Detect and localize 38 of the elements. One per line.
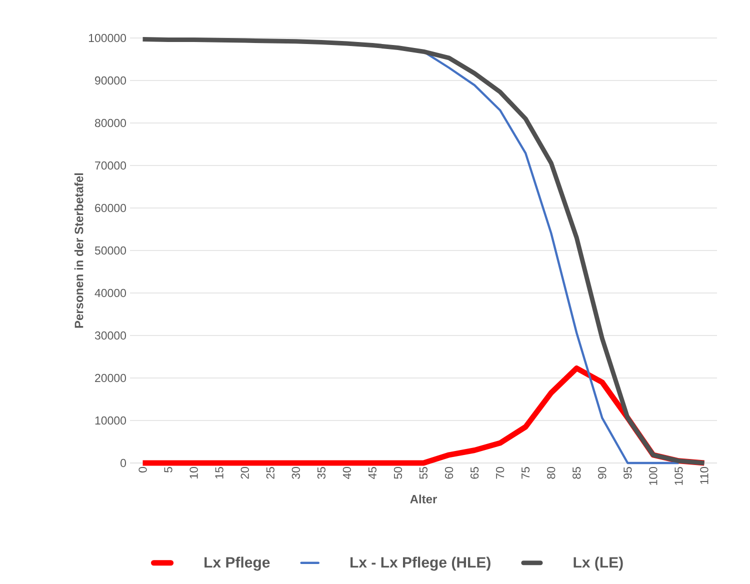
x-tick-label: 100 — [649, 466, 658, 485]
x-tick-label: 10 — [190, 466, 198, 478]
x-tick-label: 105 — [674, 467, 683, 485]
y-tick-label: 70000 — [95, 161, 126, 170]
x-tick-label: 75 — [522, 467, 530, 479]
legend-label: Lx Pflege — [204, 556, 270, 571]
x-tick-label: 20 — [240, 466, 249, 479]
y-tick-label: 50000 — [94, 246, 126, 255]
y-axis-title: Personen in der Sterbetafel — [74, 173, 84, 328]
x-tick-label: 40 — [342, 466, 352, 480]
x-tick-label: 95 — [624, 467, 632, 479]
x-tick-label: 50 — [394, 466, 402, 479]
y-tick-label: 30000 — [94, 331, 126, 340]
x-tick-label: 110 — [700, 466, 708, 484]
x-tick-label: 30 — [292, 466, 300, 479]
x-tick-label: 55 — [420, 467, 428, 479]
y-tick-label: 10000 — [95, 416, 126, 425]
y-tick-label: 20000 — [95, 374, 126, 382]
x-tick-label: 60 — [444, 466, 454, 479]
x-tick-label: 85 — [572, 467, 581, 479]
y-tick-label: 80000 — [94, 118, 126, 128]
y-tick-label: 60000 — [95, 204, 126, 212]
y-tick-label: 90000 — [95, 76, 126, 85]
x-tick-label: 25 — [266, 467, 274, 479]
x-tick-label: 90 — [598, 466, 606, 479]
y-tick-label: 100000 — [88, 34, 126, 42]
y-tick-label: 40000 — [94, 288, 126, 298]
x-tick-label: 65 — [470, 467, 479, 479]
legend-label: Lx - Lx Pflege (HLE) — [350, 556, 490, 571]
x-axis-title: Alter — [410, 494, 437, 504]
x-tick-label: 45 — [368, 467, 376, 480]
x-tick-label: 15 — [215, 467, 224, 478]
x-tick-label: 80 — [547, 466, 556, 479]
legend-label: Lx (LE) — [574, 556, 623, 571]
x-tick-label: 35 — [317, 467, 326, 479]
x-tick-label: 5 — [164, 467, 172, 472]
x-tick-label: 70 — [496, 466, 504, 479]
x-tick-label: 0 — [138, 466, 147, 472]
